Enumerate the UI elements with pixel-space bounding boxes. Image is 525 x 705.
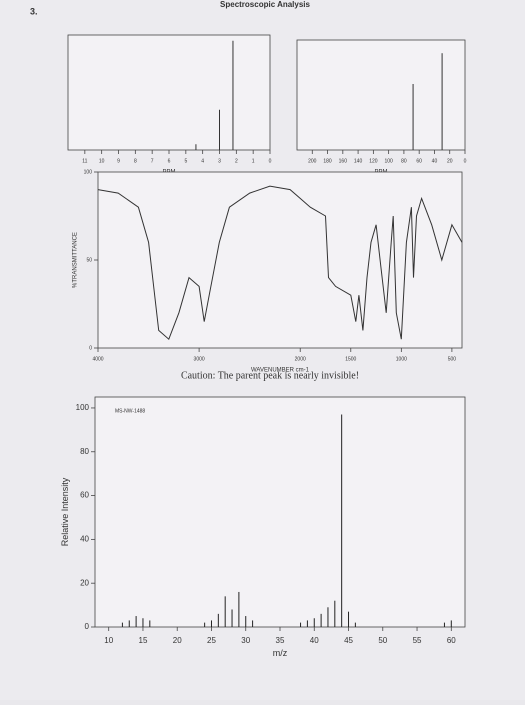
page-title: Spectroscopic Analysis bbox=[220, 0, 311, 9]
y-axis-label: %TRANSMITTANCE bbox=[73, 232, 79, 288]
x-tick-label: 0 bbox=[269, 158, 272, 164]
x-tick-label: 500 bbox=[448, 356, 457, 362]
x-axis-label: m/z bbox=[273, 648, 288, 658]
x-tick-label: 5 bbox=[184, 158, 187, 164]
x-tick-label: 4000 bbox=[92, 356, 103, 362]
x-tick-label: 20 bbox=[173, 636, 182, 645]
x-tick-label: 50 bbox=[378, 636, 387, 645]
x-tick-label: 30 bbox=[241, 636, 250, 645]
y-tick-label: 80 bbox=[80, 447, 89, 456]
x-tick-label: 60 bbox=[447, 636, 456, 645]
y-tick-label: 0 bbox=[85, 622, 90, 631]
x-tick-label: 2 bbox=[235, 158, 238, 164]
y-tick-label: 100 bbox=[76, 403, 90, 412]
x-tick-label: 10 bbox=[99, 158, 105, 164]
spectrum-line bbox=[97, 185, 463, 341]
x-tick-label: 45 bbox=[344, 636, 353, 645]
x-tick-label: 120 bbox=[369, 158, 378, 164]
x-tick-label: 15 bbox=[139, 636, 148, 645]
x-tick-label: 3000 bbox=[194, 356, 205, 362]
plot-frame bbox=[97, 171, 463, 349]
x-tick-label: 2000 bbox=[295, 356, 306, 362]
x-tick-label: 9 bbox=[117, 158, 120, 164]
x-tick-label: 180 bbox=[323, 158, 332, 164]
y-axis-label: Relative Intensity bbox=[60, 477, 70, 546]
x-tick-label: 140 bbox=[354, 158, 363, 164]
x-tick-label: 160 bbox=[339, 158, 348, 164]
x-tick-label: 200 bbox=[308, 158, 317, 164]
y-tick-label: 50 bbox=[86, 257, 92, 263]
x-tick-label: 20 bbox=[447, 158, 453, 164]
y-tick-label: 20 bbox=[80, 578, 89, 587]
plot-frame bbox=[94, 396, 466, 628]
x-tick-label: 25 bbox=[207, 636, 216, 645]
plot-frame bbox=[67, 34, 271, 151]
x-tick-label: 1500 bbox=[345, 356, 356, 362]
x-tick-label: 80 bbox=[401, 158, 407, 164]
caution-note: Caution: The parent peak is nearly invis… bbox=[181, 370, 359, 381]
question-number: 3. bbox=[30, 6, 38, 16]
x-axis-label: WAVENUMBER cm-1 bbox=[251, 368, 310, 374]
x-tick-label: 40 bbox=[310, 636, 319, 645]
x-tick-label: 0 bbox=[464, 158, 467, 164]
x-tick-label: 40 bbox=[432, 158, 438, 164]
x-tick-label: 55 bbox=[413, 636, 422, 645]
x-tick-label: 100 bbox=[384, 158, 393, 164]
y-tick-label: 40 bbox=[80, 534, 89, 543]
y-tick-label: 60 bbox=[80, 491, 89, 500]
x-tick-label: 6 bbox=[168, 158, 171, 164]
x-tick-label: 4 bbox=[201, 158, 204, 164]
plot-frame bbox=[296, 39, 466, 151]
x-tick-label: 7 bbox=[151, 158, 154, 164]
x-tick-label: 35 bbox=[276, 636, 285, 645]
x-tick-label: 60 bbox=[416, 158, 422, 164]
x-tick-label: 1000 bbox=[396, 356, 407, 362]
x-tick-label: 1 bbox=[252, 158, 255, 164]
y-tick-label: 100 bbox=[84, 169, 93, 175]
x-tick-label: 11 bbox=[82, 158, 87, 164]
annotation: MS-NW-1488 bbox=[115, 408, 145, 414]
x-tick-label: 8 bbox=[134, 158, 137, 164]
x-tick-label: 3 bbox=[218, 158, 221, 164]
x-tick-label: 10 bbox=[104, 636, 113, 645]
y-tick-label: 0 bbox=[89, 345, 92, 351]
